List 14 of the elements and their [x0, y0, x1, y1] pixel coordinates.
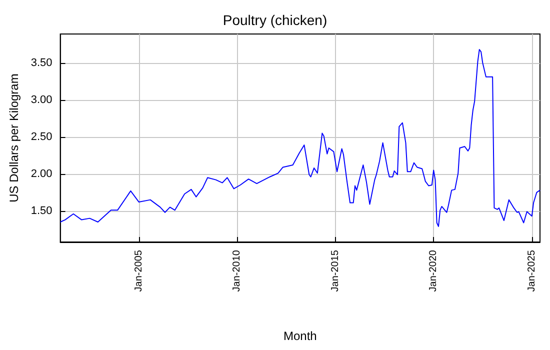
y-tick-label: 3.50	[30, 56, 52, 69]
chart-title: Poultry (chicken)	[222, 12, 328, 28]
y-tick-label: 2.00	[30, 168, 52, 180]
x-tick-label: Jan-2025	[526, 250, 538, 292]
x-tick-label: Jan-2015	[330, 250, 341, 292]
x-tick-label: Jan-2020	[428, 250, 440, 292]
x-axis-title: Month	[283, 329, 317, 343]
x-tick-label: Jan-2010	[232, 250, 243, 292]
y-tick-label: 2.50	[30, 130, 52, 143]
line-series	[60, 49, 540, 227]
x-tick-label: Jan-2005	[133, 250, 144, 292]
y-tick-label: 1.50	[30, 204, 52, 217]
y-axis-title: US Dollars per Kilogram	[7, 74, 21, 202]
y-tick-label: 3.00	[30, 94, 52, 106]
